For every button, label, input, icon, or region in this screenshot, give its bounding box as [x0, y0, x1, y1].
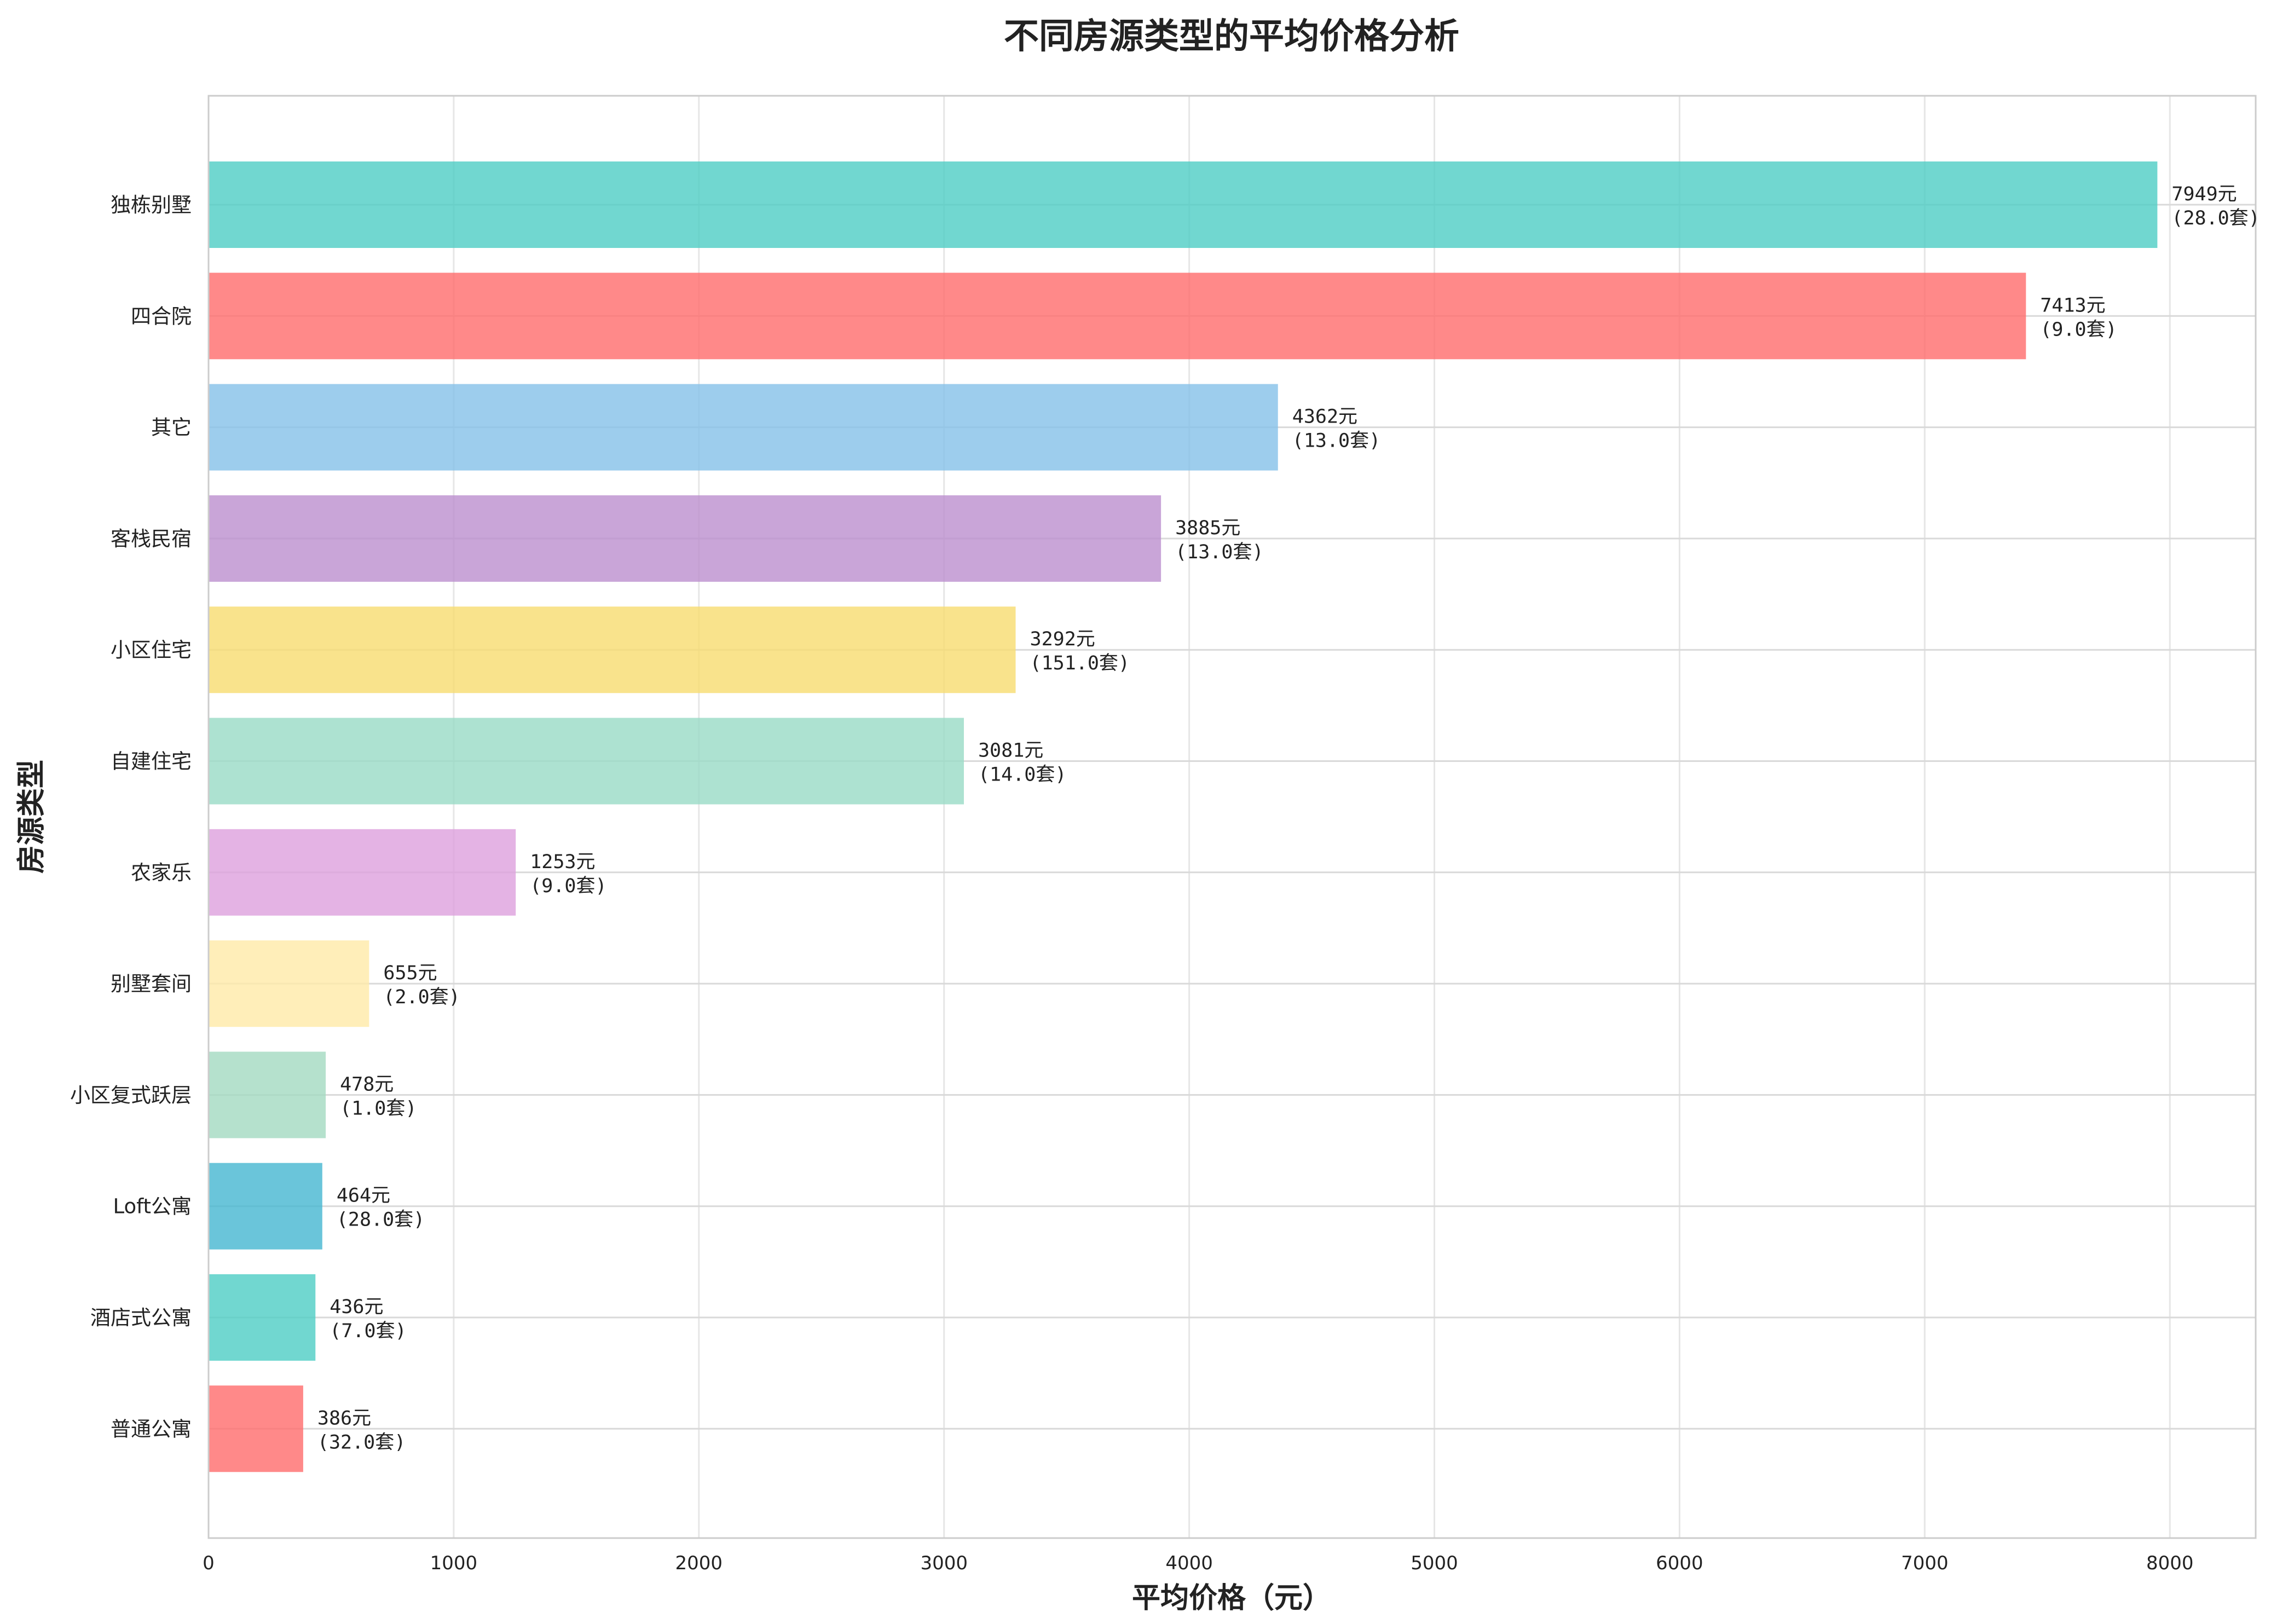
count-label: (151.0套) — [1030, 652, 1130, 674]
y-tick-label: 四合院 — [131, 304, 192, 328]
y-tick-label: Loft公寓 — [113, 1195, 192, 1218]
x-tick-label: 5000 — [1411, 1552, 1458, 1574]
count-label: (9.0套) — [2040, 319, 2117, 340]
x-tick-label: 6000 — [1656, 1552, 1703, 1574]
bar — [209, 1163, 322, 1250]
price-label: 436元 — [330, 1296, 383, 1318]
x-tick-label: 0 — [203, 1552, 215, 1574]
x-tick-label: 1000 — [430, 1552, 478, 1574]
x-tick-label: 3000 — [920, 1552, 968, 1574]
plot-frame — [207, 95, 2257, 1539]
bar — [209, 940, 369, 1027]
y-tick-label: 小区复式跃层 — [70, 1083, 192, 1107]
y-tick-label: 酒店式公寓 — [90, 1306, 192, 1330]
x-tick-labels: 0 1000 2000 3000 4000 5000 6000 7000 8000 — [203, 1552, 2193, 1574]
y-tick-label: 普通公寓 — [111, 1417, 192, 1441]
y-tick-label: 独栋别墅 — [111, 193, 192, 217]
count-label: (28.0套) — [2171, 207, 2260, 229]
y-tick-label: 客栈民宿 — [111, 527, 192, 551]
price-label: 1253元 — [530, 851, 595, 873]
count-label: (9.0套) — [530, 875, 606, 897]
count-label: (2.0套) — [383, 986, 460, 1008]
x-tick-label: 4000 — [1165, 1552, 1213, 1574]
count-label: (13.0套) — [1292, 430, 1380, 452]
count-label: (32.0套) — [317, 1431, 406, 1453]
bar — [209, 718, 964, 805]
x-tick-label: 2000 — [675, 1552, 723, 1574]
y-tick-label: 自建住宅 — [111, 750, 192, 773]
bar — [209, 1051, 326, 1138]
bar — [209, 384, 1278, 471]
bar — [209, 606, 1016, 693]
price-label: 655元 — [383, 962, 437, 984]
bar — [209, 273, 2026, 360]
price-label: 4362元 — [1292, 406, 1357, 428]
bar — [209, 1385, 303, 1472]
count-label: (7.0套) — [330, 1320, 406, 1342]
bar — [209, 829, 516, 916]
y-tick-label: 农家乐 — [131, 861, 192, 885]
price-label: 3885元 — [1175, 517, 1240, 539]
x-tick-label: 8000 — [2146, 1552, 2194, 1574]
chart-title: 不同房源类型的平均价格分析 — [1004, 16, 1459, 57]
price-label: 7949元 — [2171, 183, 2237, 205]
price-label: 464元 — [337, 1185, 390, 1207]
x-tick-label: 7000 — [1901, 1552, 1949, 1574]
price-label: 3081元 — [978, 740, 1043, 762]
price-label: 478元 — [340, 1073, 394, 1095]
count-label: (28.0套) — [337, 1209, 425, 1231]
y-axis-label: 房源类型 — [15, 760, 48, 874]
y-tick-label: 别墅套间 — [111, 972, 192, 996]
count-label: (14.0套) — [978, 764, 1066, 786]
count-label: (1.0套) — [340, 1097, 417, 1119]
data-labels: 7949元(28.0套)7413元(9.0套)4362元(13.0套)3885元… — [317, 183, 2260, 1453]
y-tick-label: 其它 — [151, 416, 192, 440]
price-label: 3292元 — [1030, 628, 1095, 650]
price-label: 386元 — [317, 1407, 371, 1429]
x-axis-label: 平均价格（元） — [1132, 1582, 1331, 1615]
bar — [209, 495, 1161, 582]
bar — [209, 161, 2158, 248]
price-label: 7413元 — [2040, 294, 2105, 316]
y-tick-label: 小区住宅 — [111, 638, 192, 662]
bar — [209, 1274, 316, 1361]
bars — [209, 161, 2158, 1472]
count-label: (13.0套) — [1175, 541, 1263, 563]
